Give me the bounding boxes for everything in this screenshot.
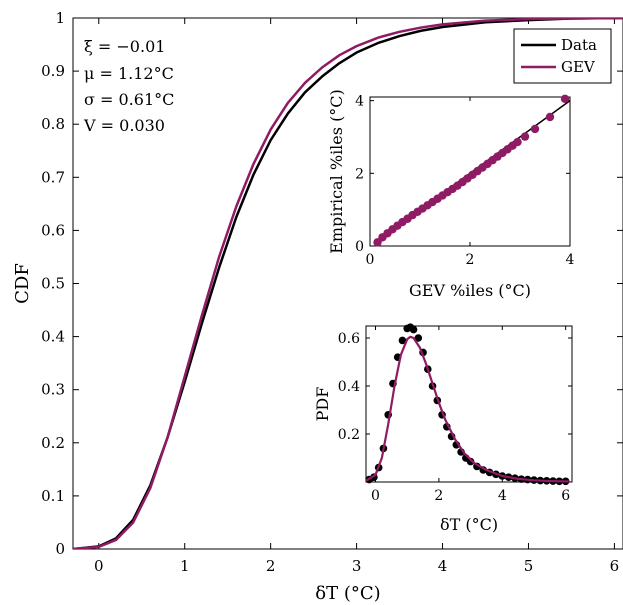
annotation-xi: ξ = −0.01 (84, 37, 165, 56)
main-xtick-label: 0 (94, 557, 104, 575)
legend-label-gev: GEV (561, 58, 596, 76)
main-x-axis-label: δT (°C) (315, 583, 380, 604)
main-ytick-label: 0.1 (41, 487, 65, 505)
main-xtick-label: 4 (438, 557, 448, 575)
main-ytick-label: 0.4 (41, 328, 65, 346)
qq-ytick-label: 2 (355, 166, 364, 182)
qq-xtick-label: 2 (466, 252, 475, 268)
legend: Data GEV (513, 28, 612, 84)
pdf-data-point (414, 334, 423, 342)
main-xtick-label: 2 (266, 557, 276, 575)
legend-label-data: Data (561, 36, 597, 54)
main-ytick-label: 1 (55, 9, 65, 27)
inset-qq-axes: 0 2 4 0 2 4 GEV %iles (°C) Empirical %iles (°C) (327, 89, 575, 300)
annotation-v: V = 0.030 (83, 116, 165, 135)
qq-ytick-label: 4 (355, 94, 364, 110)
pdf-data-point (466, 457, 475, 466)
main-ytick-label: 0.8 (41, 115, 65, 133)
pdf-ytick-label: 0.6 (338, 331, 360, 347)
qq-xtick-label: 4 (566, 252, 575, 268)
qq-point (520, 132, 530, 141)
parameter-annotations: ξ = −0.01 μ = 1.12°C σ = 0.61°C V = 0.03… (83, 37, 174, 135)
main-y-axis-label: CDF (12, 263, 33, 304)
main-ytick-label: 0.7 (41, 168, 65, 186)
main-ytick-label: 0 (55, 540, 65, 558)
main-xtick-label: 1 (180, 557, 190, 575)
qq-point (513, 137, 522, 147)
pdf-xtick-label: 4 (498, 488, 507, 504)
main-plot-area (73, 18, 623, 549)
qq-point (560, 94, 570, 104)
qq-point (530, 124, 540, 134)
pdf-y-axis-label: PDF (313, 387, 332, 422)
main-ytick-label: 0.5 (41, 275, 65, 293)
qq-x-axis-label: GEV %iles (°C) (409, 281, 531, 300)
annotation-mu: μ = 1.12°C (84, 64, 174, 83)
pdf-xtick-label: 2 (434, 488, 443, 504)
pdf-data-point (409, 325, 418, 334)
qq-ytick-label: 0 (355, 239, 364, 255)
main-xtick-label: 5 (524, 557, 534, 575)
pdf-ytick-label: 0.4 (338, 379, 360, 395)
pdf-data-point (398, 336, 407, 345)
pdf-x-axis-label: δT (°C) (440, 515, 498, 534)
annotation-sigma: σ = 0.61°C (84, 90, 174, 109)
main-ytick-label: 0.3 (41, 381, 65, 399)
main-ytick-label: 0.2 (41, 434, 65, 452)
main-xtick-label: 3 (352, 557, 362, 575)
main-ytick-label: 0.6 (41, 221, 65, 239)
pdf-xtick-label: 6 (561, 488, 570, 504)
qq-point (545, 112, 555, 122)
pdf-gev-curve (365, 335, 569, 483)
pdf-xtick-label: 0 (371, 488, 380, 504)
pdf-ytick-label: 0.2 (338, 427, 360, 443)
main-xtick-label: 6 (610, 557, 620, 575)
qq-y-axis-label: Empirical %iles (°C) (327, 89, 346, 254)
qq-xtick-label: 0 (366, 252, 375, 268)
main-ytick-label: 0.9 (41, 62, 65, 80)
series-line-gev (73, 18, 623, 549)
legend-box (513, 28, 612, 84)
inset-pdf-axes: 0 2 4 6 0.2 0.4 0.6 δT (°C) PDF (313, 323, 573, 534)
